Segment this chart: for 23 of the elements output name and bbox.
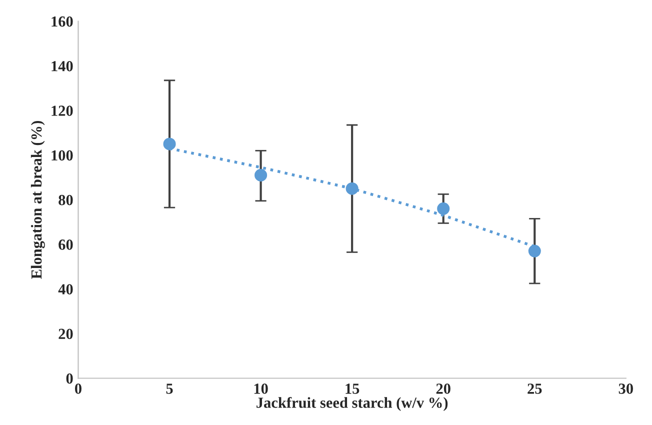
y-tick-label: 40 bbox=[58, 284, 73, 294]
x-tick-label: 10 bbox=[254, 384, 268, 394]
y-tick-label: 20 bbox=[58, 328, 73, 340]
x-tick-label: 30 bbox=[618, 384, 633, 394]
y-tick-label: 100 bbox=[52, 150, 73, 161]
point bbox=[437, 202, 450, 215]
y-tick-label: 80 bbox=[58, 194, 73, 206]
point bbox=[254, 168, 268, 182]
y-axis-title: Elongation at break (%) bbox=[30, 120, 45, 279]
x-tick-label: 0 bbox=[75, 384, 82, 394]
point bbox=[528, 244, 541, 258]
x-tick-label: 15 bbox=[346, 384, 360, 394]
y-tick-label: 60 bbox=[58, 240, 73, 250]
x-tick-label: 20 bbox=[436, 384, 450, 394]
x-tick-label: 25 bbox=[528, 384, 542, 394]
y-tick-label: 120 bbox=[52, 106, 73, 116]
x-axis-title: Jackfruit seed starch (w/v %) bbox=[256, 396, 448, 411]
point bbox=[346, 182, 358, 195]
point bbox=[163, 138, 176, 150]
y-tick-label: 140 bbox=[52, 61, 73, 72]
y-tick-label: 160 bbox=[52, 16, 73, 27]
x-tick-label: 5 bbox=[166, 384, 173, 394]
y-tick-label: 0 bbox=[66, 373, 73, 384]
